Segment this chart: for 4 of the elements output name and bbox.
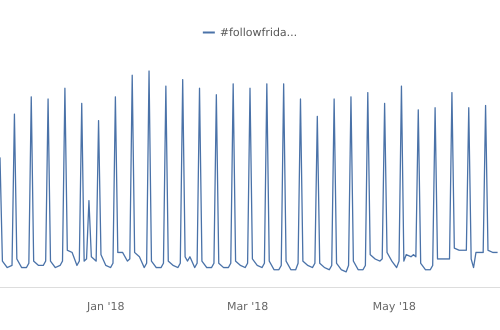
- x-tick-label: Jan '18: [86, 300, 125, 313]
- x-tick-label: May '18: [372, 300, 416, 313]
- legend-label: #followfrida...: [220, 26, 298, 39]
- x-tick-label: Mar '18: [226, 300, 268, 313]
